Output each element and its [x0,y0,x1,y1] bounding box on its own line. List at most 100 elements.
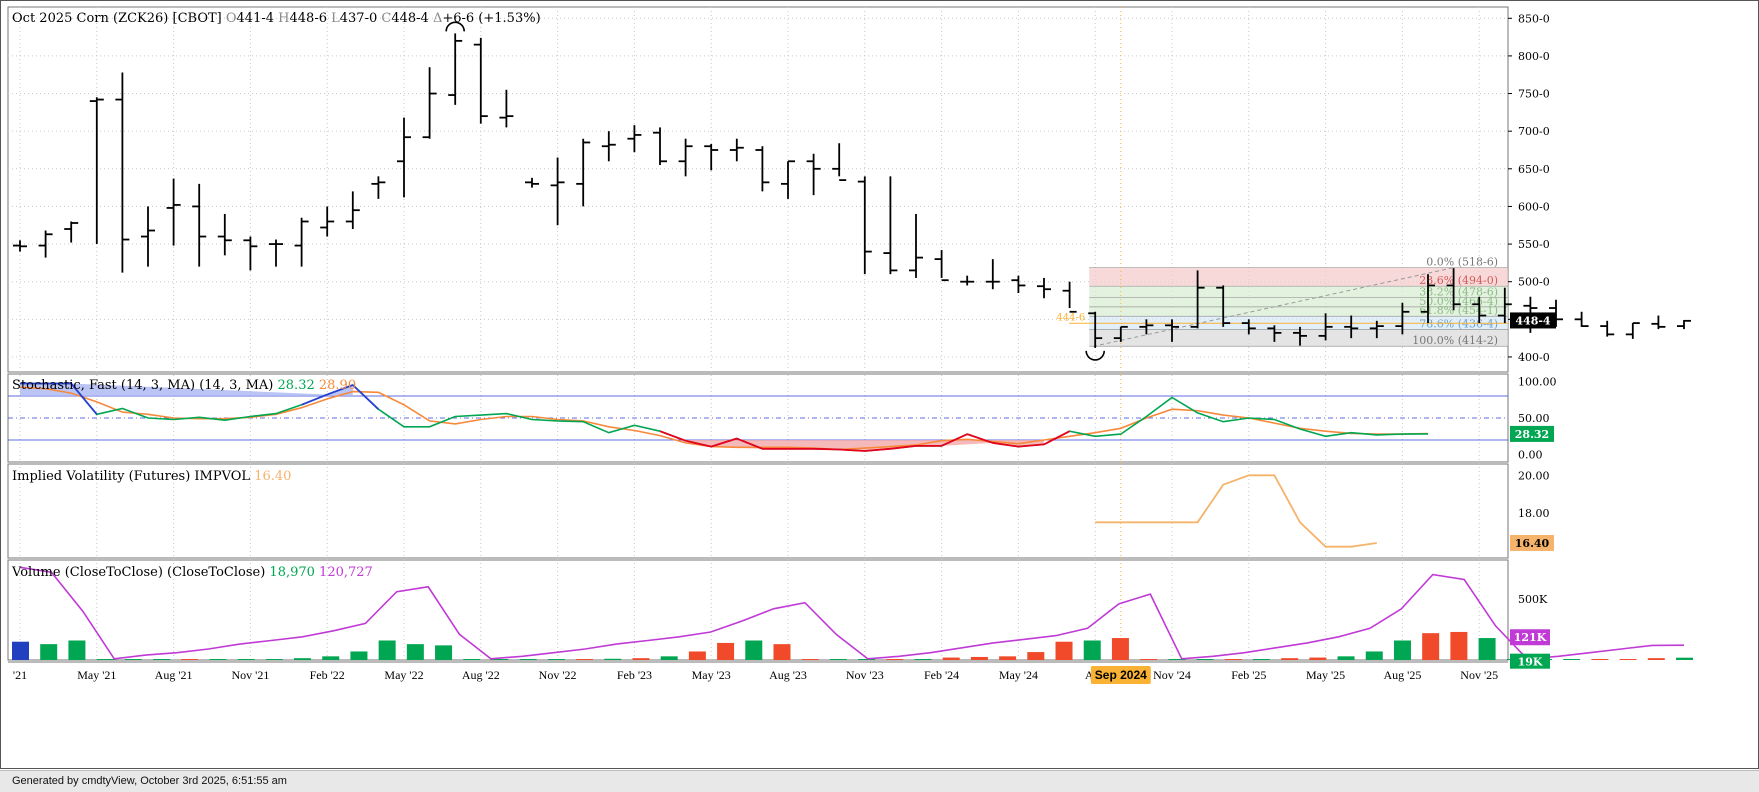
price-axis-label: 400-0 [1518,351,1550,364]
volume-bar [435,645,453,660]
volume-bar [96,659,114,660]
ohlc-bar [64,221,79,243]
volume-bar [970,656,988,660]
price-axis-label: 500-0 [1518,276,1550,289]
fib-level-label: 100.0% (414-2) [1412,334,1498,347]
volume-bar [124,659,142,660]
ohlc-bar [1625,322,1640,339]
ohlc-bar [934,250,949,282]
stoch-k-extreme-segment [685,439,712,448]
price-axis-label: 750-0 [1518,88,1550,101]
stoch-k-extreme-segment [813,447,840,451]
ohlc-header-key: C [377,11,391,26]
ohlc-bar [1241,319,1256,335]
volume-bar [463,659,481,660]
volume-bar [491,659,509,660]
stoch-k-extreme-segment [659,430,686,442]
ohlc-bar [166,178,181,246]
volume-bar [181,659,199,660]
ohlc-header-value: 448-4 [391,11,428,26]
volume-bar [12,641,29,660]
iv-last-tag [1510,534,1554,551]
stoch-axis-label: 0.00 [1518,449,1543,462]
ohlc-bar [1446,268,1461,311]
low-marker-arc [1085,350,1105,361]
stoch-axis-label: 100.00 [1518,375,1557,388]
cmdty-chart[interactable]: 400-0450-0500-0550-0600-0650-0700-0750-0… [0,0,1759,770]
time-axis-label: Aug '21 [155,668,193,682]
volume-bar [406,644,424,660]
ohlc-bar [1677,319,1691,330]
ohlc-bar [653,127,667,166]
ohlc-header-value: 437-0 [340,11,377,26]
vol-header: Volume (CloseToClose) (CloseToClose) 18,… [11,565,373,580]
volume-bar [717,642,735,660]
volume-bar [265,659,283,660]
stoch-header: Stochastic, Fast (14, 3, MA) (14, 3, MA)… [12,378,356,393]
ohlc-bar [883,176,898,275]
time-axis-label: May '24 [999,668,1038,682]
time-axis-label: Feb '23 [617,668,652,682]
ohlc-bar [525,177,539,188]
stoch-axis-label: 50.00 [1518,412,1550,425]
high-marker-arc [445,21,465,32]
ohlc-bar [243,236,258,271]
ohlc-bar [857,176,872,275]
fib-trend-line [1093,267,1454,347]
ohlc-bar [294,217,309,267]
ohlc-bar [1216,285,1231,327]
volume-bar [999,656,1017,660]
volume-bar [1027,652,1045,660]
stoch-k-extreme-segment [736,437,763,450]
volume-bar [1140,659,1158,660]
iv-last-label: 16.40 [1515,537,1550,550]
ohlc-bar [38,230,53,258]
ohlc-bar [1395,302,1410,335]
volume-bar [773,644,791,660]
stoch-k-extreme-segment [710,437,738,448]
volume-bar [547,659,565,660]
fib-level-label: 38.2% (478-6) [1419,286,1498,299]
time-axis-label: '21 [13,668,27,682]
volume-bar [322,656,340,660]
ohlc-bar [345,191,360,230]
volume-bar [1281,658,1299,660]
ohlc-bar [755,146,770,192]
fib-zone [1089,306,1508,317]
fib-level-label: 78.6% (436-4) [1419,317,1498,330]
stoch-k-extreme-segment [352,384,380,410]
volume-bar [1478,638,1496,660]
ohlc-bar [550,157,565,226]
volume-bar [68,640,86,660]
ohlc-bar [832,143,847,181]
ohlc-bar [1600,320,1615,337]
stoch-header-part: 28.32 [278,378,319,393]
volume-bar [1111,638,1129,660]
stoch-last-tag [1510,425,1554,442]
stoch-k-extreme-segment [966,433,994,444]
volume-bar [1309,657,1327,660]
vol-last-tag [1510,653,1550,669]
volume-bar [1168,659,1186,660]
time-axis-label: Feb '22 [310,668,345,682]
ohlc-bar [141,206,155,267]
ohlc-bar [601,131,616,162]
volume-bar [660,656,678,660]
time-axis-label: Aug '22 [462,668,500,682]
stoch-header-part: 28.90 [319,378,356,393]
price-axis-label: 850-0 [1518,12,1550,25]
ohlc-bar [1472,296,1487,324]
volume-bar [942,657,960,660]
ohlc-bar [960,275,975,286]
volume-bar [576,659,594,660]
volume-bar [1083,640,1101,660]
price-axis-label: 600-0 [1518,200,1550,213]
volume-bar [801,659,819,660]
vol-ma-last-label: 121K [1514,631,1547,644]
volume-bar [1055,641,1073,660]
ohlc-bar [1062,281,1077,313]
volume-bar [1252,659,1270,660]
volume-bar [1224,659,1242,660]
volume-bar [1619,659,1637,660]
ohlc-bar [1421,274,1435,324]
